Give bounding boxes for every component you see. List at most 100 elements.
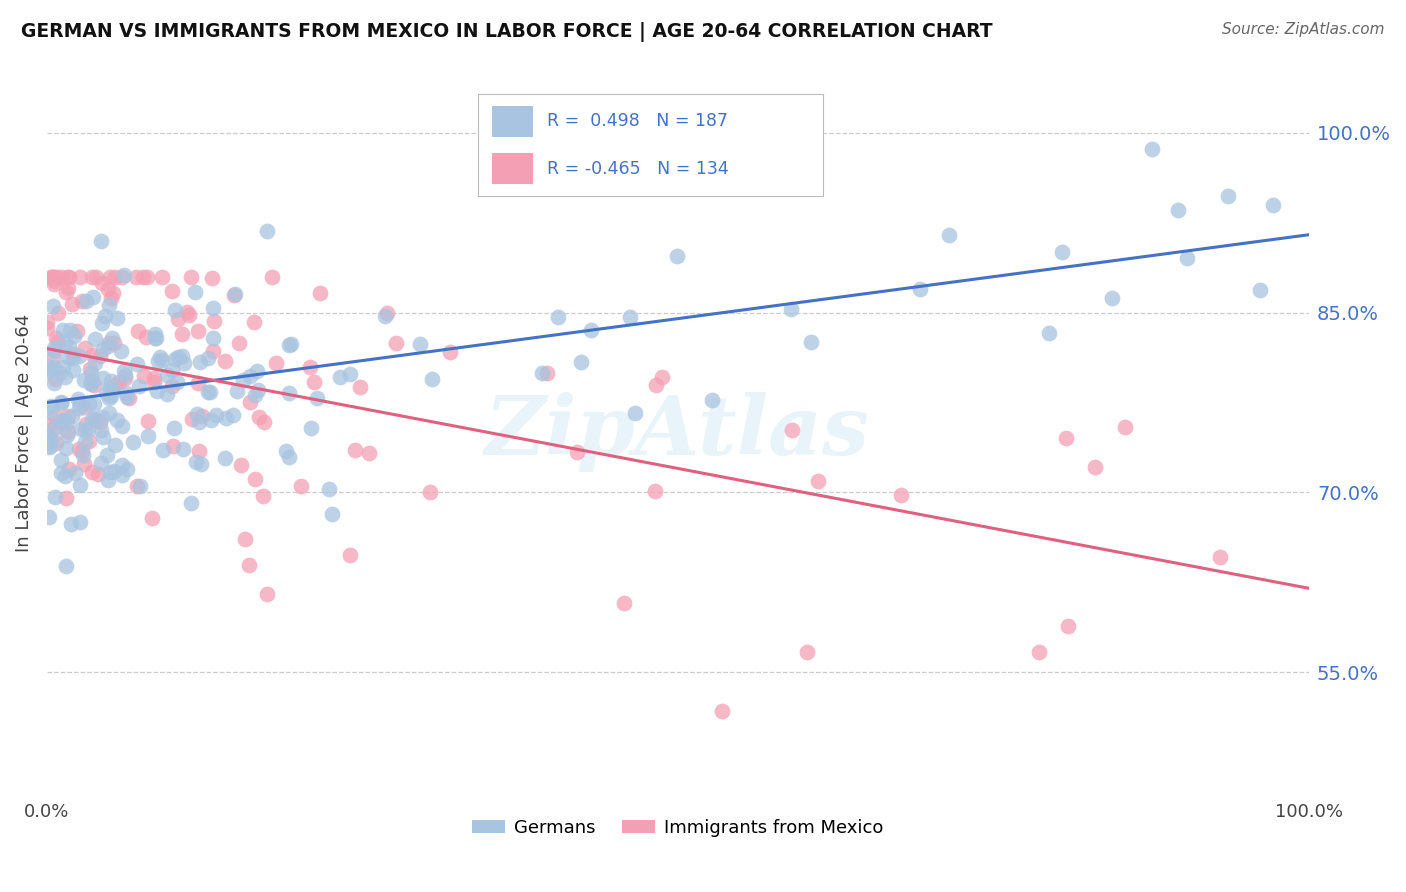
Point [56,428,79,442]
Point [69,478,91,492]
Point [256,587,278,601]
FancyBboxPatch shape [492,153,533,184]
Point [252,489,274,503]
Point [38,434,60,448]
Point [1101,291,1123,305]
Point [385,336,408,351]
Point [98,465,121,479]
Point [536,366,558,380]
Point [101,331,124,345]
Point [232,373,254,387]
Point [243,315,266,329]
Point [42,269,65,284]
Point [83,332,105,346]
Point [1054,431,1077,445]
Point [166,375,188,389]
Point [143,331,166,345]
Point [62,347,84,361]
Point [55,285,77,299]
Point [46,334,69,348]
Point [41,299,63,313]
Point [226,384,249,399]
Point [42,350,65,364]
Point [807,474,830,488]
Point [49,366,72,380]
Point [77,434,100,448]
Point [87,467,110,482]
Point [298,359,321,374]
Point [44,376,66,390]
Point [1084,459,1107,474]
Point [613,597,636,611]
Point [69,397,91,411]
Point [52,359,75,374]
Point [91,371,114,385]
Point [44,277,66,291]
Point [70,422,93,436]
Point [97,339,120,353]
Point [375,306,398,320]
Point [69,269,91,284]
Point [59,323,82,337]
Point [278,450,301,464]
Point [145,331,167,345]
Point [1050,244,1073,259]
Point [73,341,96,355]
Point [290,479,312,493]
Point [651,370,673,384]
Point [67,349,90,363]
Point [100,389,122,403]
Point [253,415,276,429]
Point [224,287,246,301]
Point [359,446,381,460]
Point [1167,202,1189,217]
Point [70,443,93,458]
Point [700,393,723,408]
Point [55,334,77,349]
Point [84,356,107,370]
Point [150,353,173,368]
Point [83,378,105,392]
Point [75,435,97,450]
Point [205,409,228,423]
Point [307,392,329,406]
Point [132,269,155,284]
Point [530,366,553,380]
Point [172,326,194,341]
Point [80,366,103,380]
Text: R = -0.465   N = 134: R = -0.465 N = 134 [547,160,728,178]
Point [176,305,198,319]
Point [104,378,127,392]
Point [65,324,87,338]
Point [35,321,58,335]
Point [148,354,170,368]
Point [125,479,148,493]
Point [76,294,98,309]
Point [103,285,125,300]
Point [128,379,150,393]
Point [1056,619,1078,633]
Point [103,335,125,350]
Point [100,375,122,389]
Point [115,390,138,404]
Point [624,406,647,420]
FancyBboxPatch shape [492,106,533,136]
Point [69,515,91,529]
Point [44,419,66,434]
Point [318,482,340,496]
Point [172,442,194,456]
Point [37,359,59,373]
Point [89,349,111,363]
Point [97,282,120,296]
Point [111,269,134,284]
Point [228,336,250,351]
Point [1028,645,1050,659]
Point [165,303,187,318]
Point [125,269,148,284]
Point [619,310,641,325]
Point [90,409,112,424]
Point [44,421,66,435]
Point [58,340,80,354]
Legend: Germans, Immigrants from Mexico: Germans, Immigrants from Mexico [465,812,890,844]
Point [91,430,114,444]
